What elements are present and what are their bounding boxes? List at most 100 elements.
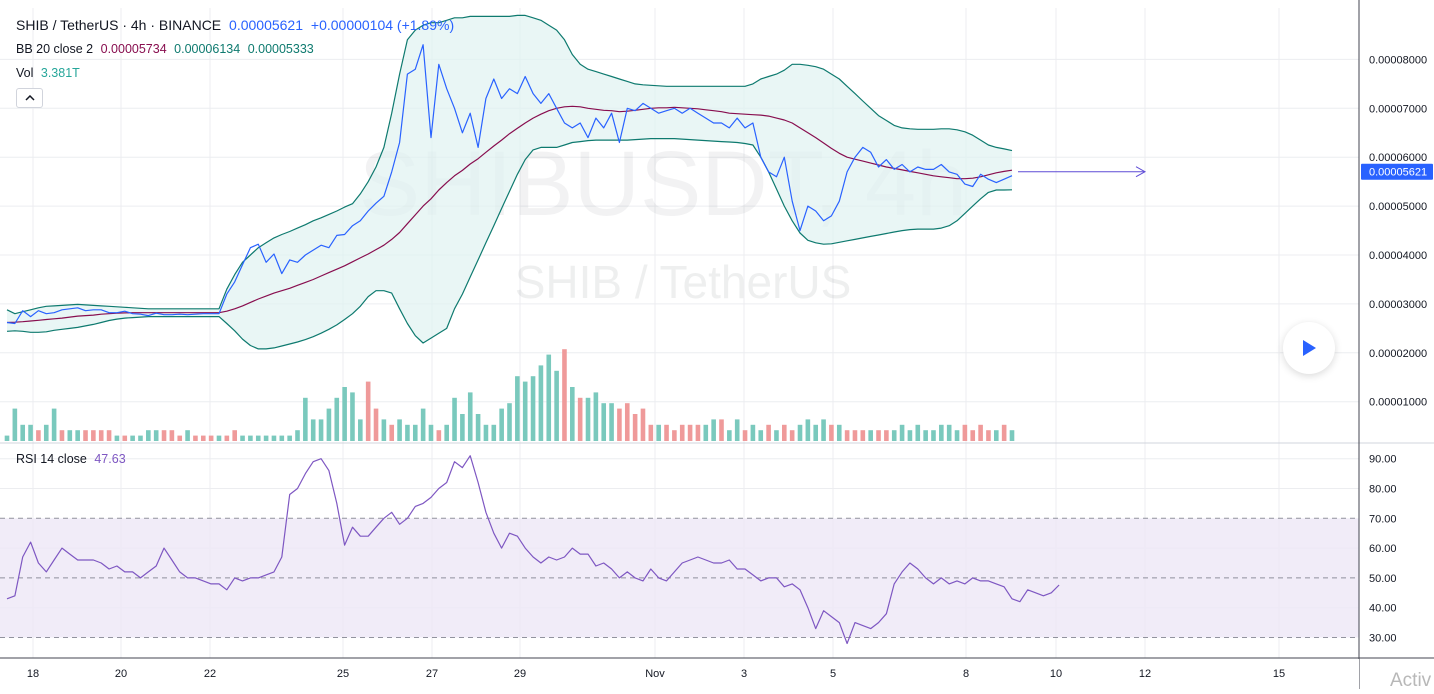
volume-bar xyxy=(656,424,661,441)
volume-bar xyxy=(279,435,285,441)
time-tick-label: 20 xyxy=(115,668,127,680)
volume-bar xyxy=(946,424,952,441)
volume-bar xyxy=(672,430,677,441)
legend-rsi-row: RSI 14 close 47.63 xyxy=(16,452,130,466)
volume-bar xyxy=(711,419,716,441)
volume-bar xyxy=(224,435,230,441)
watermark-name: SHIB / TetherUS xyxy=(515,256,852,308)
volume-bar xyxy=(884,430,889,441)
rsi-tick-label: 80.00 xyxy=(1369,484,1397,496)
volume-bar xyxy=(868,430,873,441)
volume-bar xyxy=(742,430,748,441)
last-price-tag xyxy=(1361,163,1433,180)
volume-bar xyxy=(420,408,426,441)
volume-bar xyxy=(554,370,559,441)
volume-bar xyxy=(703,424,709,441)
legend-rsi-label: RSI 14 close xyxy=(16,452,87,466)
volume-bar xyxy=(821,419,826,441)
volume-bar xyxy=(200,435,206,441)
volume-bar xyxy=(546,354,552,441)
volume-bar xyxy=(334,397,340,441)
volume-bar xyxy=(122,435,128,441)
legend-last-price: 0.00005621 xyxy=(229,17,303,33)
volume-bar xyxy=(993,430,999,441)
volume-bar xyxy=(522,381,528,441)
volume-bar xyxy=(609,403,614,441)
volume-bar xyxy=(750,424,756,441)
volume-bar xyxy=(365,381,371,441)
volume-bar xyxy=(208,435,214,441)
legend-vol-label: Vol xyxy=(16,66,34,80)
volume-bar xyxy=(899,424,905,441)
volume-bar xyxy=(687,424,693,441)
chevron-up-icon xyxy=(24,95,35,101)
time-tick-label: 25 xyxy=(337,668,349,680)
volume-bars xyxy=(4,349,1015,441)
price-tick-label: 0.00007000 xyxy=(1369,103,1427,115)
volume-bar xyxy=(758,430,764,441)
volume-bar xyxy=(428,424,434,441)
last-price-arrow-head xyxy=(1135,166,1147,178)
volume-bar xyxy=(83,430,88,441)
volume-bar xyxy=(326,408,332,441)
price-tick-label: 0.00008000 xyxy=(1369,54,1427,66)
volume-bar xyxy=(632,414,638,441)
volume-bar xyxy=(805,419,811,441)
time-tick-label: 10 xyxy=(1050,668,1062,680)
price-tick-label: 0.00001000 xyxy=(1369,397,1427,409)
volume-bar xyxy=(12,408,18,441)
volume-bar xyxy=(436,430,442,441)
price-series xyxy=(6,44,1147,325)
legend-symbol: SHIB / TetherUS · 4h · BINANCE xyxy=(16,17,222,33)
volume-bar xyxy=(664,424,669,441)
replay-play-button[interactable] xyxy=(1283,322,1335,374)
volume-bar xyxy=(789,430,795,441)
volume-bar xyxy=(923,430,928,441)
bb-upper-line xyxy=(6,14,1013,315)
legend-change: +0.00000104 (+1.89%) xyxy=(310,17,455,33)
time-tick-label: Nov xyxy=(645,668,665,680)
volume-bar xyxy=(318,419,324,441)
last-price-tag-text: 0.00005621 xyxy=(1369,167,1427,179)
volume-bar xyxy=(491,424,497,441)
volume-bar xyxy=(193,435,198,441)
collapse-legend-button[interactable] xyxy=(16,88,43,108)
volume-bar xyxy=(444,424,449,441)
volume-bar xyxy=(397,419,402,441)
volume-bar xyxy=(185,430,190,441)
volume-bar xyxy=(954,430,960,441)
volume-bar xyxy=(138,435,143,441)
volume-bar xyxy=(530,376,536,441)
volume-bar xyxy=(962,424,968,441)
rsi-tick-label: 70.00 xyxy=(1369,513,1397,525)
rsi-line xyxy=(6,455,1060,645)
volume-bar xyxy=(389,424,395,441)
volume-bar xyxy=(782,424,787,441)
volume-bar xyxy=(59,430,65,441)
volume-bar xyxy=(860,430,866,441)
legend-symbol-row: SHIB / TetherUS · 4h · BINANCE 0.0000562… xyxy=(16,17,458,33)
legend-bb-row: BB 20 close 2 0.00005734 0.00006134 0.00… xyxy=(16,42,318,56)
legend-bb-lower: 0.00005333 xyxy=(247,42,314,56)
volume-bar xyxy=(381,419,387,441)
volume-bar xyxy=(216,435,222,441)
volume-bar xyxy=(483,424,489,441)
volume-bar xyxy=(51,408,57,441)
legend-bb-label: BB 20 close 2 xyxy=(16,42,94,56)
volume-bar xyxy=(248,435,253,441)
volume-bar xyxy=(20,424,26,441)
volume-bar xyxy=(844,430,850,441)
volume-bar xyxy=(91,430,96,441)
bb-basis-line xyxy=(6,105,1013,324)
volume-bar xyxy=(114,435,120,441)
rsi-tick-label: 60.00 xyxy=(1369,543,1397,555)
volume-bar xyxy=(146,430,151,441)
volume-bar xyxy=(310,419,316,441)
price-tick-label: 0.00006000 xyxy=(1369,152,1427,164)
volume-bar xyxy=(727,430,732,441)
volume-bar xyxy=(1009,430,1015,441)
time-axis-bg xyxy=(0,659,1359,689)
